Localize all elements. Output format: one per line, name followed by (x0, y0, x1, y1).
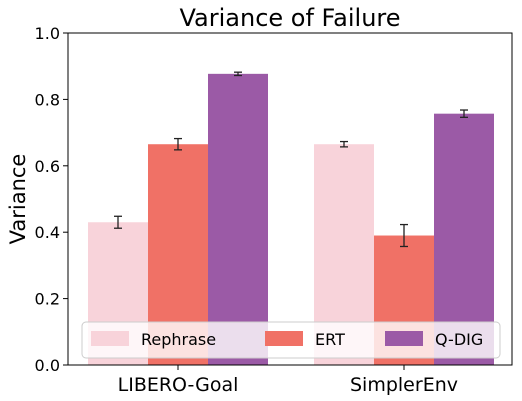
y-axis-label: Variance (6, 154, 30, 245)
plot-frame (67, 32, 513, 366)
y-tick-label: 1.0 (35, 24, 60, 43)
legend-swatch-ert (265, 331, 303, 346)
y-tick-label: 0.0 (35, 356, 60, 375)
legend-swatch-rephrase (91, 331, 129, 346)
y-tick-label: 0.6 (35, 157, 60, 176)
legend: Rephrase ERT Q-DIG (81, 321, 501, 359)
chart-title: Variance of Failure (179, 4, 400, 32)
x-tick-label: LIBERO-Goal (118, 374, 239, 396)
legend-label: Rephrase (141, 330, 216, 349)
y-tick-label: 0.2 (35, 290, 60, 309)
x-tick-label: SimplerEnv (350, 374, 458, 396)
y-tick-label: 0.8 (35, 90, 60, 109)
legend-swatch-q-dig (385, 331, 423, 346)
legend-label: ERT (315, 330, 345, 349)
bar-q-dig-0 (208, 73, 268, 365)
legend-label: Q-DIG (435, 330, 483, 349)
y-tick-label: 0.4 (35, 223, 60, 242)
